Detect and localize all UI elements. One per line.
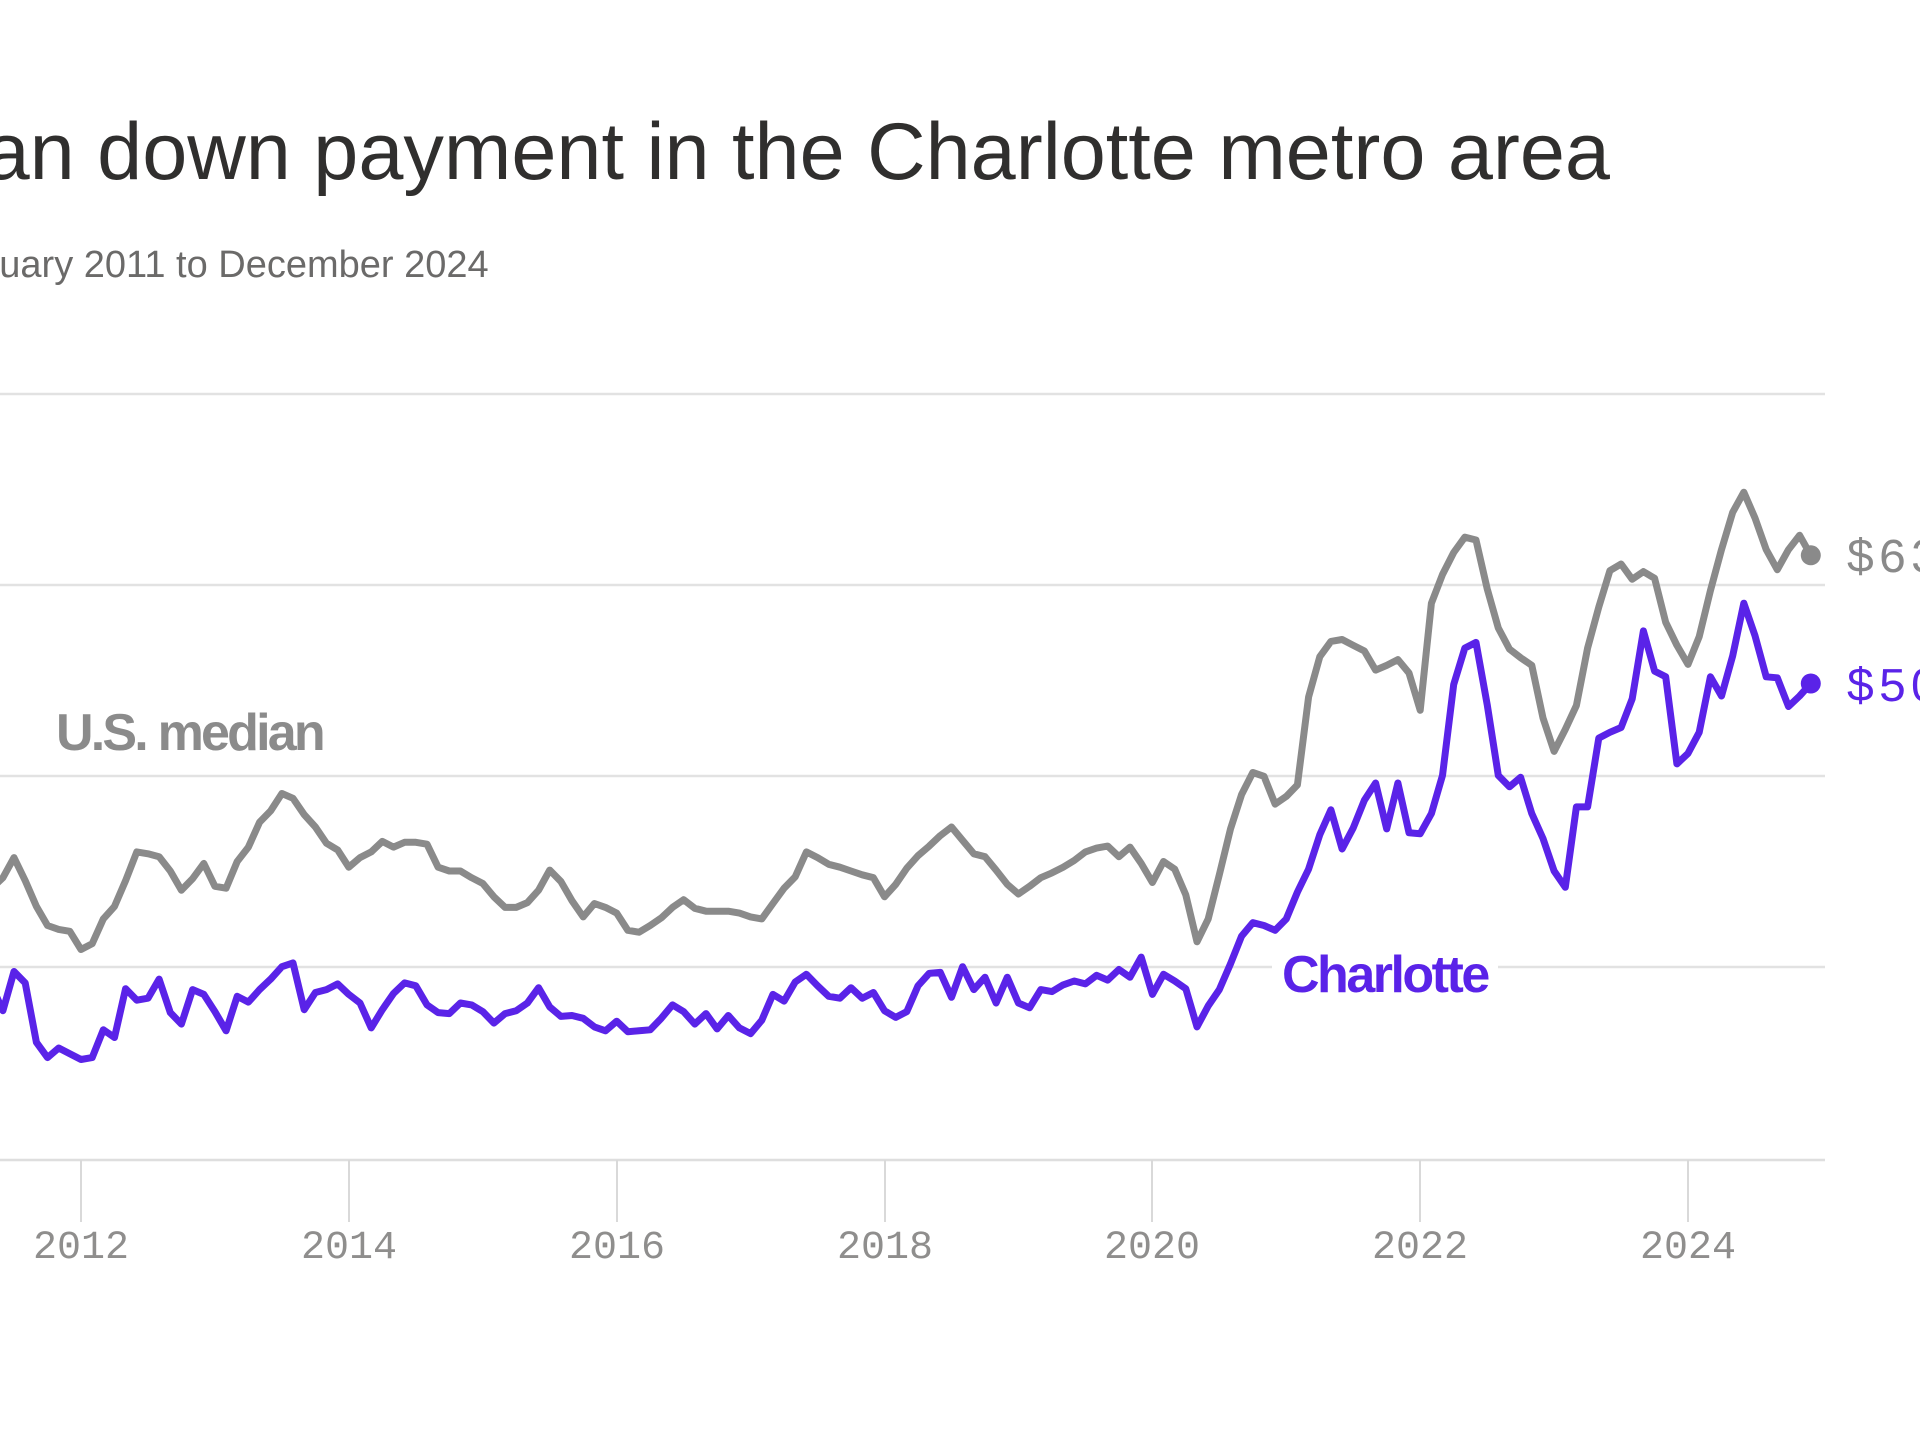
svg-text:2020: 2020 — [1104, 1226, 1200, 1271]
svg-text:2022: 2022 — [1372, 1226, 1468, 1271]
svg-text:2024: 2024 — [1640, 1226, 1736, 1271]
svg-text:2014: 2014 — [301, 1226, 397, 1271]
svg-text:2012: 2012 — [33, 1226, 129, 1271]
svg-text:$50,551: $50,551 — [1846, 662, 1920, 716]
svg-text:$63,188: $63,188 — [1846, 533, 1920, 587]
svg-text:2018: 2018 — [837, 1226, 933, 1271]
svg-text:2016: 2016 — [569, 1226, 665, 1271]
